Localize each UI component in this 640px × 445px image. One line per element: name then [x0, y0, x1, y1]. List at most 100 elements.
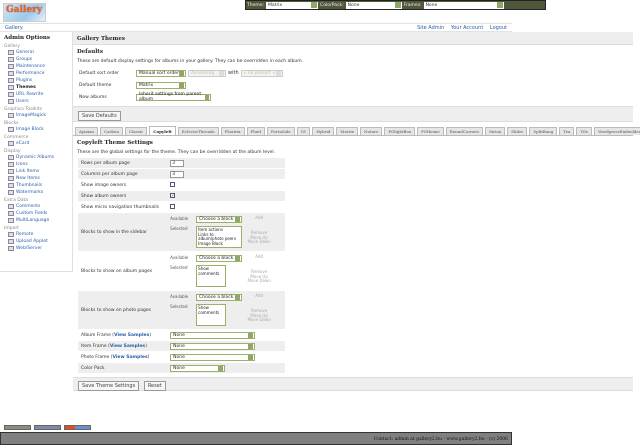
tab-tea[interactable]: Tea — [559, 127, 575, 135]
sidebar-item-comments[interactable]: Comments — [4, 203, 68, 210]
upload-applet-icon — [8, 239, 14, 244]
album-add-button[interactable]: Add — [255, 254, 264, 259]
sort-order-select[interactable]: Manual sort order — [136, 69, 186, 77]
theme-select[interactable]: Matrix — [266, 1, 319, 9]
save-theme-settings-button[interactable]: Save Theme Settings — [78, 381, 140, 391]
sidebar-remove-button[interactable]: Remove — [251, 230, 268, 235]
tab-carbon[interactable]: Carbon — [100, 127, 123, 135]
tab-wordpressembedded[interactable]: WordpressEmbedded — [593, 127, 640, 135]
sidebar-available-block-select[interactable]: Choose a block — [196, 216, 243, 223]
gallery-logo[interactable]: Gallery — [3, 3, 46, 22]
breadcrumb-gallery[interactable]: Gallery — [5, 24, 23, 31]
show-image-owners-checkbox[interactable] — [170, 181, 176, 187]
sidebar-item-thumbnails[interactable]: Thumbnails — [4, 182, 68, 189]
tab-portasale[interactable]: PortaSale — [266, 127, 295, 135]
sidebar-item-watermarks[interactable]: Watermarks — [4, 189, 68, 196]
view-samples-link[interactable]: View Samples — [114, 332, 150, 338]
sidebar-item-ecard[interactable]: eCard — [4, 140, 68, 147]
tab-pglightbox[interactable]: PGlightBox — [384, 127, 416, 135]
tab-g1[interactable]: G1 — [296, 127, 311, 135]
tab-splitbang[interactable]: SplitBang — [529, 127, 558, 135]
sidebar-item-link-items[interactable]: Link Items — [4, 168, 68, 175]
tab-slider[interactable]: Slider — [507, 127, 528, 135]
photo-frame-select[interactable]: None — [170, 353, 256, 361]
sidebar-item-groups[interactable]: Groups — [4, 56, 68, 63]
chevron-down-icon — [204, 94, 209, 100]
tab-pgtheme[interactable]: PGtheme — [417, 127, 444, 135]
sidebar-item-plugins[interactable]: Plugins — [4, 77, 68, 84]
tab-floatrix[interactable]: Floatrix — [220, 127, 245, 135]
rows-per-page-input[interactable]: 3 — [170, 159, 185, 167]
sidebar-item-upload-applet[interactable]: Upload Applet — [4, 238, 68, 245]
photo-remove-button[interactable]: Remove — [251, 308, 268, 313]
sidebar-move-down-button[interactable]: Move Down — [247, 239, 271, 244]
sidebar-item-dynamic-albums[interactable]: Dynamic Albums — [4, 154, 68, 161]
view-samples-link[interactable]: View Samples — [112, 354, 148, 360]
logout-link[interactable]: Logout — [489, 24, 507, 31]
colorpack-select[interactable]: None — [345, 1, 402, 9]
tab-siriux[interactable]: Siriux — [485, 127, 506, 135]
album-move-down-button[interactable]: Move Down — [247, 278, 271, 283]
sidebar-item-performance[interactable]: Performance — [4, 70, 68, 77]
badge-powered[interactable] — [64, 425, 91, 430]
sidebar-item-web-server[interactable]: Web/Server — [4, 245, 68, 252]
show-micro-nav-checkbox[interactable] — [170, 203, 176, 209]
tab-hybrid[interactable]: Hybrid — [312, 127, 335, 135]
sort-direction-select[interactable]: Ascending — [188, 69, 226, 77]
tab-roundcorners[interactable]: RoundCorners — [445, 127, 484, 135]
photo-move-down-button[interactable]: Move Down — [247, 317, 271, 322]
badge-gallery[interactable] — [34, 425, 61, 430]
sidebar-item-users[interactable]: Users — [4, 98, 68, 105]
your-account-link[interactable]: Your Account — [450, 24, 484, 31]
sidebar-item-remote[interactable]: Remote — [4, 231, 68, 238]
photo-move-up-button[interactable]: Move Up — [250, 312, 268, 318]
sidebar-add-button[interactable]: Add — [255, 215, 264, 220]
tab-fluid[interactable]: Fluid — [246, 127, 265, 135]
selected-block-item[interactable]: Show comments — [198, 305, 220, 315]
sidebar-item-icons[interactable]: Icons — [4, 161, 68, 168]
sidebar-item-multilanguage[interactable]: MultiLanguage — [4, 217, 68, 224]
tab-copyleft[interactable]: Copyleft — [149, 126, 176, 135]
photo-add-button[interactable]: Add — [255, 293, 264, 298]
sidebar-item-imagemagick[interactable]: ImageMagick — [4, 112, 68, 119]
tab-matrix[interactable]: Matrix — [336, 127, 358, 135]
show-album-owners-checkbox[interactable]: ✔ — [170, 193, 176, 198]
photo-available-block-select[interactable]: Choose a block — [196, 294, 243, 301]
album-move-up-button[interactable]: Move Up — [250, 273, 268, 279]
sidebar-item-url-rewrite[interactable]: URL Rewrite — [4, 91, 68, 98]
selected-block-item[interactable]: Item actions — [198, 227, 223, 232]
selected-block-item[interactable]: Links to album/photo peers — [198, 231, 237, 241]
tab-nature[interactable]: Nature — [359, 127, 383, 135]
item-frame-select[interactable]: None — [170, 342, 256, 350]
sidebar-item-custom-fields[interactable]: Custom Fields — [4, 210, 68, 217]
tab-tile[interactable]: Tile — [576, 127, 592, 135]
album-remove-button[interactable]: Remove — [251, 269, 268, 274]
album-frame-select[interactable]: None — [170, 331, 256, 339]
sidebar-item-image-block[interactable]: Image Block — [4, 126, 68, 133]
view-samples-link[interactable]: View Samples — [109, 343, 146, 349]
tab-eclecticthreads[interactable]: EclecticThreads — [177, 127, 219, 135]
badge-xhtml[interactable] — [4, 425, 31, 430]
save-defaults-button[interactable]: Save Defaults — [78, 111, 121, 121]
sidebar-item-maintenance[interactable]: Maintenance — [4, 63, 68, 70]
selected-block-item[interactable]: Image Block — [198, 240, 223, 246]
album-selected-blocks-list[interactable]: Show comments — [196, 265, 227, 287]
sidebar-move-up-button[interactable]: Move Up — [250, 234, 268, 240]
site-admin-link[interactable]: Site Admin — [417, 24, 445, 31]
tab-ajaxian[interactable]: Ajaxian — [75, 127, 99, 135]
reset-button[interactable]: Reset — [143, 381, 166, 391]
album-available-block-select[interactable]: Choose a block — [196, 255, 243, 262]
sidebar-selected-blocks-list[interactable]: Item actions Links to album/photo peers Im… — [196, 226, 243, 248]
photo-selected-blocks-list[interactable]: Show comments — [196, 304, 227, 326]
tab-classic[interactable]: Classic — [124, 127, 148, 135]
selected-block-item[interactable]: Show comments — [198, 266, 220, 276]
default-theme-select[interactable]: Matrix — [136, 81, 186, 89]
columns-per-page-input[interactable]: 3 — [170, 170, 185, 178]
sidebar-item-new-items[interactable]: New Items — [4, 175, 68, 182]
sidebar-item-general[interactable]: General — [4, 49, 68, 56]
sidebar-item-themes[interactable]: Themes — [4, 84, 68, 91]
color-pack-select[interactable]: None — [170, 364, 226, 372]
new-albums-select[interactable]: Inherit settings from parent album — [136, 92, 211, 102]
presort-select[interactable]: « no presort » — [240, 69, 283, 77]
frames-select[interactable]: None — [423, 1, 504, 9]
